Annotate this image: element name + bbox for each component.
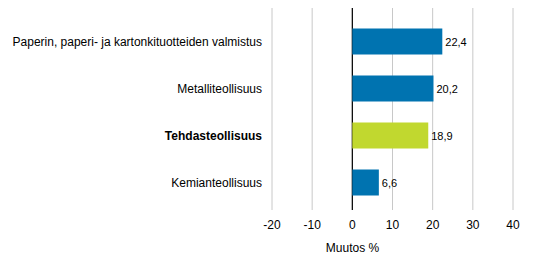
grid-line <box>472 8 473 210</box>
tick-label: 30 <box>466 218 480 232</box>
category-label: Kemianteollisuus <box>171 176 262 190</box>
chart-svg: -20 -10 0 10 20 30 40 22,4 20,2 18,9 6,6 Paperin, p… <box>0 0 533 265</box>
tick-label: 10 <box>386 218 400 232</box>
axis-title: Muutos % <box>326 241 380 255</box>
tick-label: -10 <box>303 218 321 232</box>
grid-line <box>513 8 514 210</box>
grid-line <box>312 8 313 210</box>
category-label: Tehdasteollisuus <box>165 129 262 143</box>
category-label: Paperin, paperi- ja kartonkituotteiden v… <box>13 35 262 49</box>
bar <box>352 29 442 55</box>
category-label: Metalliteollisuus <box>177 82 262 96</box>
bars <box>352 29 442 196</box>
bar <box>352 76 433 102</box>
grid-line <box>272 8 273 210</box>
tick-label: -20 <box>263 218 281 232</box>
data-label: 22,4 <box>445 36 466 48</box>
data-label: 20,2 <box>436 83 457 95</box>
chart-container: -20 -10 0 10 20 30 40 22,4 20,2 18,9 6,6 Paperin, p… <box>0 0 533 265</box>
tick-label: 0 <box>349 218 356 232</box>
bar <box>352 170 379 196</box>
tick-label: 20 <box>426 218 440 232</box>
tick-label: 40 <box>506 218 520 232</box>
data-label: 18,9 <box>431 130 452 142</box>
bar <box>352 123 428 149</box>
data-label: 6,6 <box>382 177 397 189</box>
